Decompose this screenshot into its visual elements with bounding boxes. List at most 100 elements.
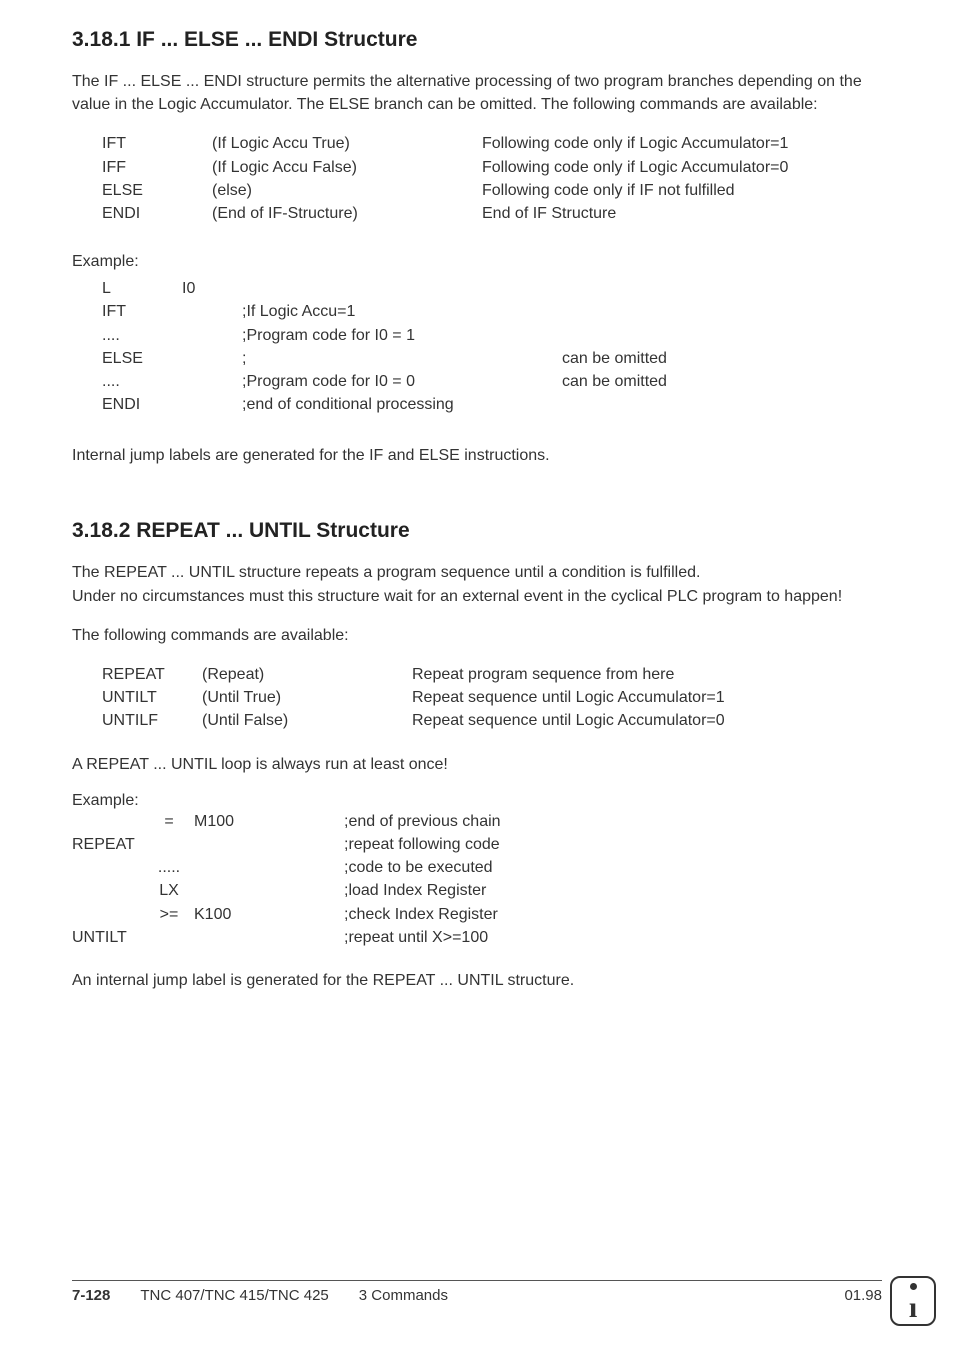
section2-para2: Under no circumstances must this structu…	[72, 585, 882, 608]
ex-c0	[72, 903, 144, 926]
ex-c3: ;repeat until X>=100	[344, 926, 882, 949]
ex-c1: IFT	[102, 300, 182, 323]
repeat-example-table: = M100 ;end of previous chain REPEAT ;re…	[72, 810, 882, 949]
cmd-paren: (If Logic Accu True)	[212, 132, 482, 155]
table-row: ELSE (else) Following code only if IF no…	[102, 179, 882, 202]
ex-c3	[242, 277, 562, 300]
ex-c2: K100	[194, 903, 344, 926]
table-row: UNTILF (Until False) Repeat sequence unt…	[102, 709, 882, 732]
ex-c1: >=	[144, 903, 194, 926]
section2-para1: The REPEAT ... UNTIL structure repeats a…	[72, 561, 882, 584]
cmd-desc: Following code only if Logic Accumulator…	[482, 132, 882, 155]
cmd-mnemonic: UNTILT	[102, 686, 202, 709]
ex-c3: ;load Index Register	[344, 879, 882, 902]
section2-outro: An internal jump label is generated for …	[72, 969, 882, 992]
ex-c3: ;check Index Register	[344, 903, 882, 926]
table-row: >= K100 ;check Index Register	[72, 903, 882, 926]
ex-c2	[182, 300, 242, 323]
if-commands-table: IFT (If Logic Accu True) Following code …	[102, 132, 882, 225]
cmd-desc: Following code only if Logic Accumulator…	[482, 156, 882, 179]
info-dot-icon	[910, 1283, 917, 1290]
ex-c3: ;Program code for I0 = 0	[242, 370, 562, 393]
ex-c1: ....	[102, 370, 182, 393]
table-row: .... ;Program code for I0 = 1	[102, 324, 882, 347]
table-row: REPEAT (Repeat) Repeat program sequence …	[102, 663, 882, 686]
cmd-paren: (Until False)	[202, 709, 412, 732]
ex-c1: ELSE	[102, 347, 182, 370]
section2-note: A REPEAT ... UNTIL loop is always run at…	[72, 753, 882, 776]
ex-c2	[182, 393, 242, 416]
cmd-paren: (End of IF-Structure)	[212, 202, 482, 225]
section2-para3: The following commands are available:	[72, 624, 882, 647]
table-row: ENDI (End of IF-Structure) End of IF Str…	[102, 202, 882, 225]
repeat-commands-table: REPEAT (Repeat) Repeat program sequence …	[102, 663, 882, 733]
ex-c1: ENDI	[102, 393, 182, 416]
ex-c3: ;end of previous chain	[344, 810, 882, 833]
page-number: 7-128	[72, 1287, 110, 1304]
ex-c3: ;end of conditional processing	[242, 393, 562, 416]
table-row: LX ;load Index Register	[72, 879, 882, 902]
cmd-desc: End of IF Structure	[482, 202, 882, 225]
table-row: UNTILT (Until True) Repeat sequence unti…	[102, 686, 882, 709]
ex-c4: can be omitted	[562, 370, 882, 393]
ex-c3: ;repeat following code	[344, 833, 882, 856]
ex-c1: .....	[144, 856, 194, 879]
cmd-mnemonic: REPEAT	[102, 663, 202, 686]
ex-c0	[72, 856, 144, 879]
example-label: Example:	[72, 253, 882, 271]
ex-c2: M100	[194, 810, 344, 833]
table-row: ELSE ; can be omitted	[102, 347, 882, 370]
ex-c0: REPEAT	[72, 833, 144, 856]
cmd-paren: (Repeat)	[202, 663, 412, 686]
cmd-mnemonic: ELSE	[102, 179, 212, 202]
cmd-mnemonic: UNTILF	[102, 709, 202, 732]
ex-c2	[194, 856, 344, 879]
cmd-paren: (Until True)	[202, 686, 412, 709]
ex-c3: ;Program code for I0 = 1	[242, 324, 562, 347]
cmd-desc: Repeat program sequence from here	[412, 663, 882, 686]
ex-c3: ;code to be executed	[344, 856, 882, 879]
section1-outro: Internal jump labels are generated for t…	[72, 444, 882, 467]
info-stem-icon: ı	[909, 1293, 917, 1323]
table-row: IFT (If Logic Accu True) Following code …	[102, 132, 882, 155]
cmd-desc: Repeat sequence until Logic Accumulator=…	[412, 709, 882, 732]
cmd-paren: (If Logic Accu False)	[212, 156, 482, 179]
table-row: REPEAT ;repeat following code	[72, 833, 882, 856]
ex-c3: ;If Logic Accu=1	[242, 300, 562, 323]
table-row: UNTILT ;repeat until X>=100	[72, 926, 882, 949]
ex-c2	[182, 370, 242, 393]
ex-c4	[562, 277, 882, 300]
ex-c2	[182, 324, 242, 347]
ex-c2	[194, 833, 344, 856]
ex-c4	[562, 324, 882, 347]
page-footer: 7-128 TNC 407/TNC 415/TNC 425 3 Commands…	[72, 1280, 882, 1304]
ex-c2	[194, 879, 344, 902]
doc-title: TNC 407/TNC 415/TNC 425	[140, 1287, 328, 1304]
example-label: Example:	[72, 792, 882, 810]
ex-c4	[562, 393, 882, 416]
ex-c0: UNTILT	[72, 926, 144, 949]
info-icon[interactable]: ı	[890, 1276, 936, 1326]
ex-c1: ....	[102, 324, 182, 347]
table-row: L I0	[102, 277, 882, 300]
table-row: ..... ;code to be executed	[72, 856, 882, 879]
ex-c1: =	[144, 810, 194, 833]
ex-c2	[194, 926, 344, 949]
cmd-mnemonic: IFF	[102, 156, 212, 179]
if-example-table: L I0 IFT ;If Logic Accu=1 .... ;Program …	[102, 277, 882, 416]
cmd-paren: (else)	[212, 179, 482, 202]
chapter-title: 3 Commands	[359, 1287, 448, 1304]
footer-date: 01.98	[844, 1287, 882, 1304]
ex-c1	[144, 833, 194, 856]
table-row: = M100 ;end of previous chain	[72, 810, 882, 833]
cmd-mnemonic: ENDI	[102, 202, 212, 225]
ex-c1: LX	[144, 879, 194, 902]
table-row: ENDI ;end of conditional processing	[102, 393, 882, 416]
section-heading-repeat-until: 3.18.2 REPEAT ... UNTIL Structure	[72, 519, 882, 543]
ex-c0	[72, 879, 144, 902]
ex-c4: can be omitted	[562, 347, 882, 370]
table-row: .... ;Program code for I0 = 0 can be omi…	[102, 370, 882, 393]
section-heading-if-else-endi: 3.18.1 IF ... ELSE ... ENDI Structure	[72, 28, 882, 52]
table-row: IFF (If Logic Accu False) Following code…	[102, 156, 882, 179]
ex-c2	[182, 347, 242, 370]
